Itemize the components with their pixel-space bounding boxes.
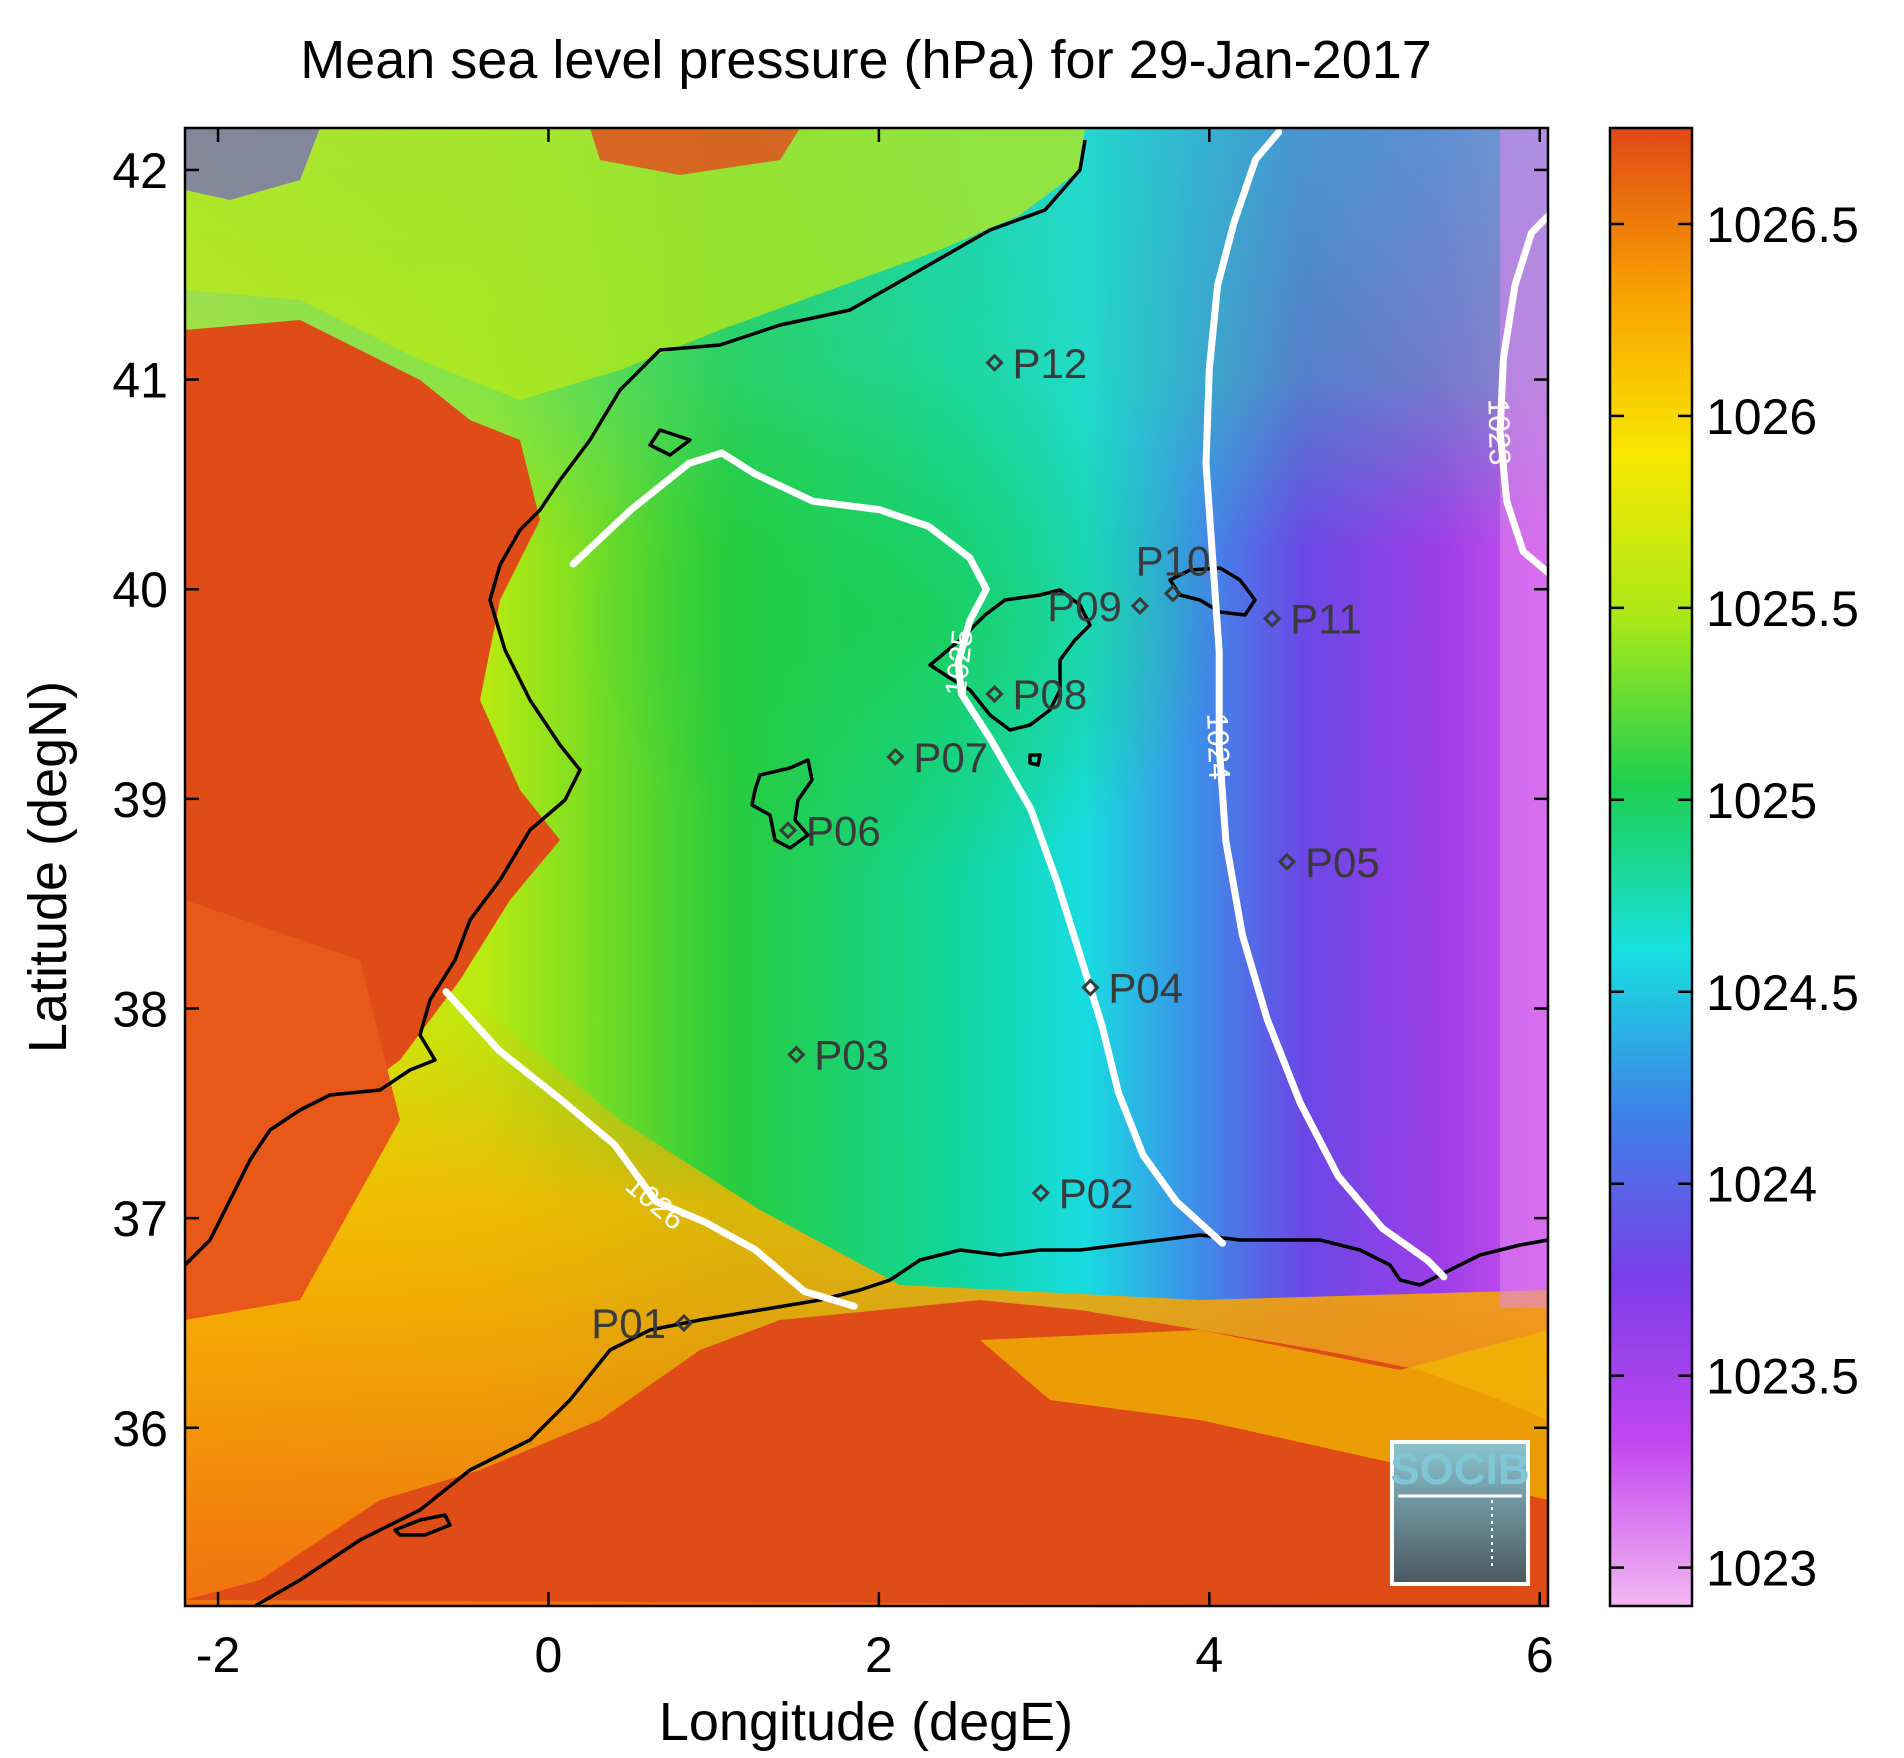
north-land-field xyxy=(185,128,1085,400)
northwest-field xyxy=(185,128,320,200)
station-marker xyxy=(674,1313,694,1333)
station-label: P12 xyxy=(1013,340,1088,387)
x-axis-label: Longitude (degE) xyxy=(659,1692,1073,1752)
station-label: P01 xyxy=(591,1300,666,1347)
balearic-low-field xyxy=(570,360,1230,880)
station-label: P10 xyxy=(1136,537,1211,584)
station-label: P06 xyxy=(806,807,881,854)
coastlines xyxy=(183,139,1549,1608)
colorbar-tick-label: 1025 xyxy=(1706,773,1817,829)
cabrera-coast xyxy=(1028,753,1042,767)
colorbar-tick-label: 1026.5 xyxy=(1706,197,1859,253)
station-label: P09 xyxy=(1047,583,1122,630)
station-marker xyxy=(1081,978,1100,997)
ebro-delta-coast xyxy=(648,428,692,457)
menorca-coast xyxy=(1168,566,1257,617)
station-marker xyxy=(778,821,798,840)
station-label: P04 xyxy=(1108,965,1183,1012)
x-axis: -2 0 2 4 6 xyxy=(196,128,1554,1683)
y-tick-label: 36 xyxy=(112,1401,168,1457)
station-marker xyxy=(1031,1183,1050,1203)
x-tick-label: -2 xyxy=(196,1627,240,1683)
y-tick-label: 38 xyxy=(112,982,168,1038)
colorbar-tick-label: 1025.5 xyxy=(1706,581,1859,637)
colorbar-ticks: 1023 1023.5 1024 1024.5 1025 1025.5 1026 1026.5 xyxy=(1610,197,1859,1597)
contour-1023 xyxy=(1496,212,1552,576)
contour-label: 1025 xyxy=(940,628,980,698)
station-marker xyxy=(1262,609,1282,628)
station-label: P03 xyxy=(814,1032,889,1079)
x-tick-label: 0 xyxy=(535,1627,563,1683)
station-marker xyxy=(1163,584,1183,603)
ibiza-coast xyxy=(750,758,814,850)
plot-frame xyxy=(183,126,1550,1608)
x-tick-label: 2 xyxy=(865,1627,893,1683)
colorbar-tick-label: 1024 xyxy=(1706,1157,1817,1213)
station-marker xyxy=(985,353,1004,372)
socib-logo: SOCIB xyxy=(1390,1440,1530,1586)
station-marker xyxy=(985,684,1004,704)
y-axis-label: Latitude (degN) xyxy=(18,681,78,1053)
stations: P01 P02 P03 P04 P05 P06 P07 P08 P09 P10 P11 P12 xyxy=(591,340,1379,1347)
iberia-south-field xyxy=(185,900,400,1320)
y-tick-label: 41 xyxy=(112,353,168,409)
chart-title: Mean sea level pressure (hPa) for 29-Jan… xyxy=(300,30,1432,90)
station-marker xyxy=(787,1045,806,1064)
station-label: P11 xyxy=(1290,596,1362,643)
contour-1026 xyxy=(442,988,858,1310)
station-marker xyxy=(1130,596,1150,616)
y-tick-label: 42 xyxy=(112,143,168,199)
colorbar-tick-label: 1024.5 xyxy=(1706,965,1859,1021)
contour-label: 1023 xyxy=(1481,398,1516,465)
african-coastline xyxy=(254,1233,1549,1608)
socib-logo-text: SOCIB xyxy=(1390,1445,1529,1494)
y-tick-label: 37 xyxy=(112,1191,168,1247)
colorbar-tick-label: 1026 xyxy=(1706,389,1817,445)
colorbar-tick-label: 1023 xyxy=(1706,1541,1817,1597)
contour-1024 xyxy=(1202,128,1448,1281)
pressure-field xyxy=(185,128,1548,1606)
contour-1025 xyxy=(569,449,1226,1247)
station-label: P02 xyxy=(1059,1170,1134,1217)
colorbar-scale xyxy=(1608,126,1694,1608)
iberian-coastline xyxy=(183,139,1087,1267)
y-tick-label: 39 xyxy=(112,772,168,828)
station-label: P08 xyxy=(1013,671,1088,718)
colorbar: 1023 1023.5 1024 1024.5 1025 1025.5 1026 1026.5 xyxy=(1608,126,1859,1608)
station-label: P05 xyxy=(1305,839,1380,886)
contour-label: 1024 xyxy=(1200,713,1235,781)
x-tick-label: 6 xyxy=(1526,1627,1554,1683)
station-label: P07 xyxy=(913,734,988,781)
colorbar-tick-label: 1023.5 xyxy=(1706,1349,1859,1405)
y-tick-label: 40 xyxy=(112,562,168,618)
station-marker xyxy=(886,747,905,767)
x-tick-label: 4 xyxy=(1195,1627,1223,1683)
station-marker xyxy=(1277,852,1297,871)
alboran-island xyxy=(393,1513,452,1537)
mallorca-coast xyxy=(928,588,1092,732)
east-edge-field xyxy=(1500,128,1548,1308)
pyrenees-field xyxy=(590,128,800,175)
y-axis: 36 37 38 39 40 41 42 xyxy=(112,143,1548,1457)
